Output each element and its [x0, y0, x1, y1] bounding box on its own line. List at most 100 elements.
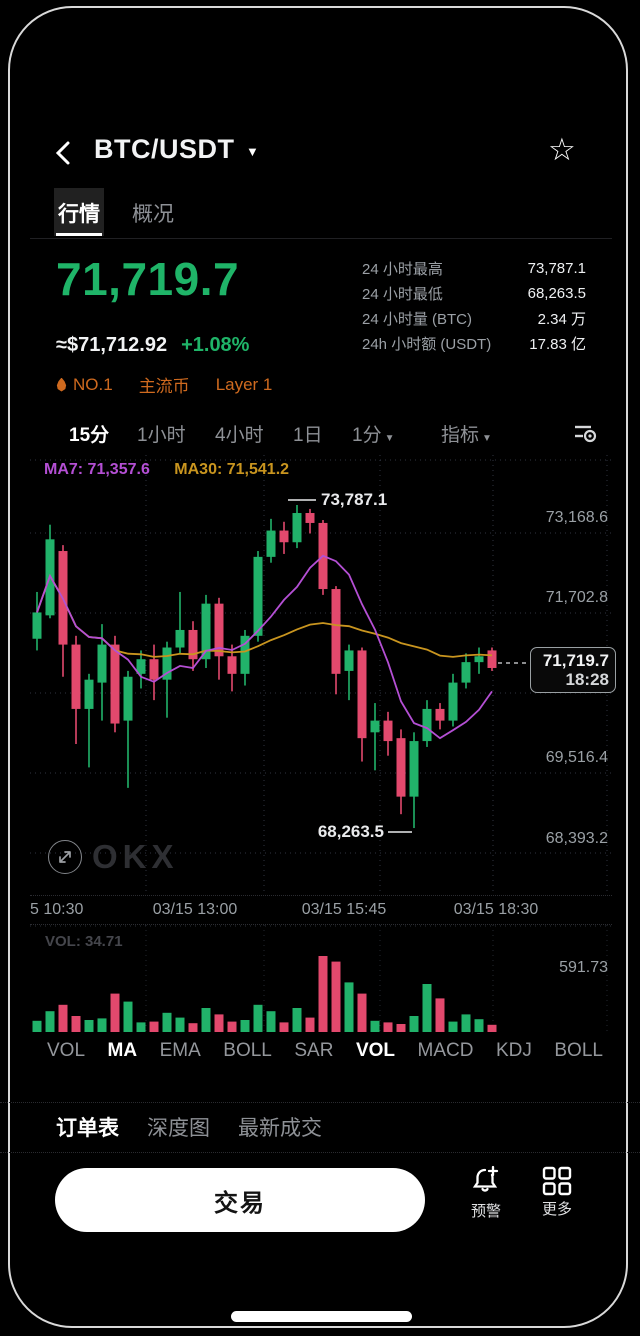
- ma-labels: MA7: 71,357.6 MA30: 71,541.2: [44, 461, 289, 479]
- divider: [30, 238, 612, 239]
- expand-arrows-icon: [59, 851, 71, 863]
- stat-row: 24h 小时额 (USDT) 17.83 亿: [362, 331, 586, 356]
- trade-button[interactable]: 交易: [55, 1168, 425, 1232]
- indicator-tab-bar: VOL MA EMA BOLL SAR VOL MACD KDJ BOLL: [47, 1040, 603, 1062]
- last-price: 71,719.7: [56, 253, 240, 305]
- stat-row: 24 小时最低 68,263.5: [362, 281, 586, 306]
- candle-body: [474, 656, 484, 663]
- stat-row: 24 小时量 (BTC) 2.34 万: [362, 306, 586, 331]
- badge-row: NO.1 主流币 Layer 1: [56, 372, 272, 397]
- volume-bar: [409, 1016, 419, 1032]
- volume-bar: [97, 1018, 107, 1032]
- candle-body: [435, 708, 445, 721]
- indicator-tab-macd-6[interactable]: MACD: [417, 1040, 474, 1061]
- volume-bar: [162, 1012, 172, 1032]
- x-axis-label: 03/15 15:45: [301, 901, 387, 918]
- timeframe-1[interactable]: 15分: [69, 425, 110, 446]
- volume-chart[interactable]: VOL: 34.71 591.73: [30, 925, 612, 1035]
- price-change: +1.08%: [181, 334, 250, 356]
- indicator-tab-ma-1[interactable]: MA: [107, 1040, 138, 1061]
- indicator-tab-sar-4[interactable]: SAR: [294, 1040, 334, 1061]
- category-badge-mainstream[interactable]: 主流币: [138, 377, 190, 396]
- timeframe-6[interactable]: 指标 ▼: [441, 425, 492, 446]
- volume-bar: [461, 1014, 471, 1032]
- candle-body: [344, 650, 354, 671]
- stat-value: 2.34 万: [537, 311, 586, 328]
- stat-label: 24 小时量 (BTC): [362, 311, 473, 328]
- candle-body: [383, 720, 393, 742]
- candle-body: [370, 720, 380, 733]
- back-button[interactable]: [50, 136, 78, 170]
- timeframe-3[interactable]: 4小时: [215, 425, 264, 446]
- timeframe-bar: 15分 1小时 4小时 1日 1分 ▼ 指标 ▼: [30, 414, 612, 450]
- stat-label: 24h 小时额 (USDT): [362, 336, 492, 353]
- candle-body: [123, 676, 133, 721]
- more-button[interactable]: 更多: [527, 1166, 587, 1219]
- volume-bar: [32, 1020, 42, 1032]
- volume-bar: [123, 1001, 133, 1032]
- volume-bar: [266, 1011, 276, 1032]
- ma30-label: MA30: 71,541.2: [174, 461, 290, 478]
- volume-bar: [175, 1017, 185, 1032]
- volume-bar: [318, 956, 328, 1032]
- candle-body: [487, 650, 497, 668]
- tab-quotes[interactable]: 行情: [54, 188, 104, 236]
- y-axis-label: 71,702.8: [545, 589, 608, 606]
- candle-body: [448, 682, 458, 721]
- favorite-star-icon[interactable]: ☆: [548, 132, 576, 167]
- category-badge-layer1[interactable]: Layer 1: [215, 374, 273, 394]
- timeframe-2[interactable]: 1小时: [137, 425, 186, 446]
- expand-icon[interactable]: [48, 840, 82, 874]
- indicator-settings-icon: [575, 425, 597, 443]
- stats-panel: 24 小时最高 73,787.1 24 小时最低 68,263.5 24 小时量 (…: [362, 256, 586, 356]
- volume-bar: [84, 1020, 94, 1032]
- orderbook-tabs: 订单表 深度图 最新成交: [56, 1112, 322, 1142]
- candle-body: [227, 656, 237, 674]
- indicator-tab-boll-3[interactable]: BOLL: [223, 1040, 272, 1061]
- volume-bar: [253, 1004, 263, 1032]
- volume-bar: [448, 1021, 458, 1032]
- divider: [0, 1102, 640, 1103]
- volume-bar: [201, 1008, 211, 1032]
- grid-icon: [542, 1166, 572, 1196]
- tab-latest-trades[interactable]: 最新成交: [238, 1117, 322, 1140]
- volume-bar: [110, 993, 120, 1032]
- home-indicator: [231, 1311, 412, 1322]
- volume-bar: [214, 1014, 224, 1032]
- fiat-price: ≈$71,712.92: [56, 334, 168, 356]
- alert-button[interactable]: 预警: [456, 1164, 516, 1221]
- indicator-tab-vol-5[interactable]: VOL: [355, 1040, 396, 1061]
- tab-overview[interactable]: 概况: [132, 203, 174, 226]
- volume-current-label: VOL: 34.71: [45, 933, 123, 950]
- candlestick-chart[interactable]: 73,787.1 68,263.5 MA7: 71,357.6 MA30: 71,…: [30, 455, 616, 895]
- indicator-tab-kdj-7[interactable]: KDJ: [495, 1040, 532, 1061]
- candle-body: [279, 530, 289, 543]
- indicator-tab-vol-0[interactable]: VOL: [47, 1040, 86, 1061]
- candle-body: [422, 708, 432, 742]
- indicator-tab-ema-2[interactable]: EMA: [159, 1040, 201, 1061]
- volume-bar: [292, 1008, 302, 1032]
- stat-row: 24 小时最高 73,787.1: [362, 256, 586, 281]
- flame-icon: [56, 377, 67, 392]
- volume-bar: [149, 1021, 159, 1032]
- y-axis-label: 68,393.2: [545, 830, 608, 847]
- pair-title[interactable]: BTC/USDT: [94, 134, 235, 164]
- bell-plus-icon: [472, 1165, 499, 1192]
- timeframe-5[interactable]: 1分 ▼: [352, 425, 395, 446]
- volume-bar: [45, 1011, 55, 1032]
- x-axis-label: 03/15 18:30: [453, 901, 539, 918]
- timeframe-4[interactable]: 1日: [293, 425, 323, 446]
- volume-bar: [136, 1022, 146, 1032]
- chart-settings-button[interactable]: [572, 422, 598, 444]
- chevron-down-icon: ▼: [384, 433, 395, 444]
- tab-order-book[interactable]: 订单表: [56, 1117, 119, 1140]
- candle-body: [292, 513, 302, 543]
- candle-body: [461, 662, 471, 683]
- stat-value: 73,787.1: [527, 260, 586, 277]
- indicator-tab-boll-8[interactable]: BOLL: [554, 1040, 603, 1061]
- rank-badge[interactable]: NO.1: [56, 375, 113, 395]
- candle-body: [357, 650, 367, 739]
- tab-depth-chart[interactable]: 深度图: [147, 1117, 210, 1140]
- pair-dropdown-icon[interactable]: ▼: [246, 144, 259, 159]
- chevron-down-icon: ▼: [482, 433, 492, 444]
